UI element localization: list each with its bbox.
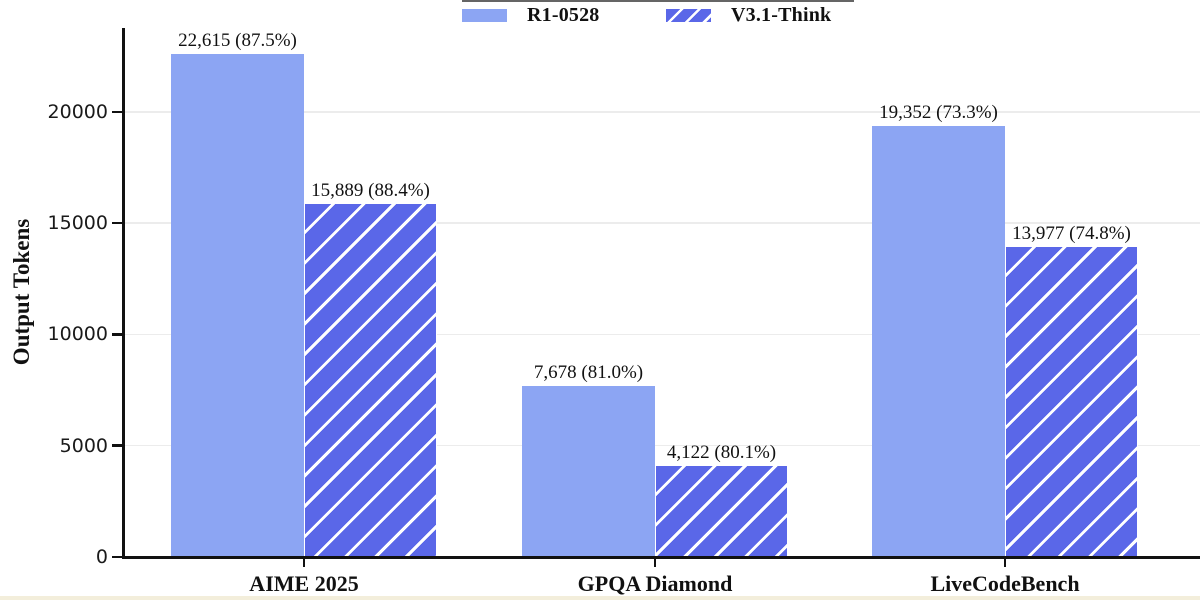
bar-v3-1-think-gpqa-diamond: 4,122 (80.1%) [655, 442, 788, 557]
y-axis-tick-label: 20000 [47, 100, 108, 123]
bar-r1-0528-gpqa-diamond: 7,678 (81.0%) [522, 362, 655, 557]
bar-value-label: 22,615 (87.5%) [178, 29, 297, 51]
x-axis-tick [302, 559, 306, 567]
y-axis-tick-label: 15000 [47, 212, 108, 235]
y-axis-tick [112, 555, 122, 559]
legend-item-r1-0528: R1-0528 [462, 3, 600, 27]
gridline-15000 [125, 222, 1200, 224]
y-axis-tick [112, 444, 122, 447]
x-axis-tick [1003, 559, 1007, 567]
gridline-20000 [125, 111, 1200, 113]
legend-swatch-hatched-icon [666, 8, 711, 22]
bar-r1-0528-aime-2025: 22,615 (87.5%) [171, 30, 304, 557]
gridline-10000 [125, 333, 1200, 336]
cropped-title-sliver [462, 0, 854, 2]
y-axis-spine [122, 28, 125, 559]
y-axis-tick-label: 10000 [47, 323, 108, 346]
legend-label: V3.1-Think [731, 3, 832, 26]
bar-v3-1-think-aime-2025: 15,889 (88.4%) [304, 180, 437, 557]
legend-swatch-solid-icon [462, 8, 507, 22]
legend-item-v31-think: V3.1-Think [666, 3, 831, 27]
bar-value-label: 15,889 (88.4%) [311, 180, 430, 202]
legend-label: R1-0528 [527, 3, 600, 26]
x-axis-category-label-livecodebench: LiveCodeBench [930, 571, 1080, 596]
y-axis-tick [112, 110, 122, 114]
bar-v3-1-think-livecodebench: 13,977 (74.8%) [1005, 223, 1138, 557]
x-axis-category-label-aime-2025: AIME 2025 [249, 571, 359, 596]
bar-value-label: 19,352 (73.3%) [879, 102, 998, 124]
x-axis-category-label-gpqa-diamond: GPQA Diamond [577, 571, 733, 596]
bar-value-label: 4,122 (80.1%) [666, 442, 777, 464]
x-axis-spine [122, 556, 1200, 559]
bar-value-label: 13,977 (74.8%) [1012, 222, 1131, 244]
x-axis-tick [653, 559, 657, 567]
y-axis-tick-label: 0 [95, 546, 108, 568]
bottom-edge-strip [0, 596, 1200, 600]
y-axis-tick-label: 5000 [59, 434, 108, 457]
bar-value-label: 7,678 (81.0%) [533, 362, 644, 384]
y-axis-tick [112, 333, 122, 336]
gridline-5000 [125, 444, 1200, 447]
bar-r1-0528-livecodebench: 19,352 (73.3%) [872, 102, 1005, 557]
y-axis-tick [112, 221, 122, 225]
